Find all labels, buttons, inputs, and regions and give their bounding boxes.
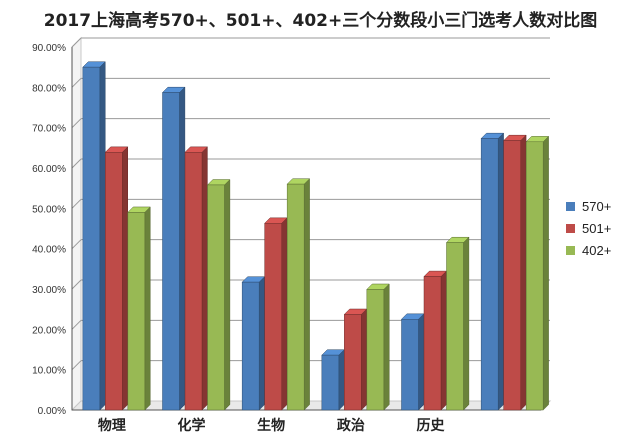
x-tick-label: 生物 [257,417,285,434]
bar-side [418,313,425,411]
bar [344,314,362,411]
bar-side [440,270,447,411]
bar [480,138,499,411]
y-tick-label: 40.00% [32,245,66,256]
bar [286,183,305,411]
side-wall [71,36,82,412]
bar-side [281,217,288,411]
y-tick-label: 70.00% [32,124,66,135]
bar [162,92,180,411]
x-tick-label: 物理 [98,417,126,434]
y-tick-label: 10.00% [32,366,66,377]
bar-side [122,146,128,411]
y-tick-label: 20.00% [32,325,66,336]
gridline-side [71,239,82,250]
legend-swatch [566,246,575,255]
gridline-side [71,319,82,330]
y-tick-label: 0.00% [38,406,66,417]
bar-side [338,349,345,411]
gridline-side [71,77,82,88]
bar-side [99,61,106,411]
bar [525,141,544,411]
bar-side [224,178,231,411]
legend-swatch [566,224,575,233]
chart-title: 2017上海高考570+、501+、402+三个分数段小三门选考人数对比图 [43,11,598,31]
gridline-side [71,198,82,209]
x-tick-label: 化学 [178,417,206,434]
bar [423,276,442,411]
y-tick-label: 50.00% [32,204,66,215]
bar [105,152,123,411]
y-tick-label: 30.00% [32,285,66,296]
bar [503,140,521,411]
x-tick-label: 历史 [417,418,446,434]
bar [446,242,464,411]
y-tick-label: 80.00% [32,83,66,94]
bar [401,319,419,411]
bar [321,354,340,411]
gridline-side [71,158,82,169]
gridline-side [71,37,82,48]
bar-side [258,276,265,411]
legend-label: 501+ [582,221,611,236]
bar [82,66,101,411]
bar-side [361,308,367,411]
bar-side [383,283,390,411]
y-tick-label: 60.00% [32,164,66,175]
bar [207,184,225,411]
bar-side [497,132,504,411]
gridline-side [71,118,82,129]
bar-side [303,178,310,411]
bar-side [463,236,470,411]
y-tick-label: 90.00% [32,43,66,54]
bar-side [144,206,151,411]
bar [264,223,282,411]
bar [184,152,203,411]
x-tick-label: 政治 [337,417,365,434]
bar-side [179,86,186,411]
bar [366,289,385,411]
gridline-side [71,360,82,371]
bar [127,212,146,411]
legend-label: 570+ [582,199,611,214]
bar-side [201,146,208,411]
gridline-side [71,279,82,290]
bar-side [542,135,549,411]
bar [241,281,260,411]
legend-label: 402+ [582,243,611,258]
legend-swatch [566,202,575,211]
bar-side [520,134,527,411]
